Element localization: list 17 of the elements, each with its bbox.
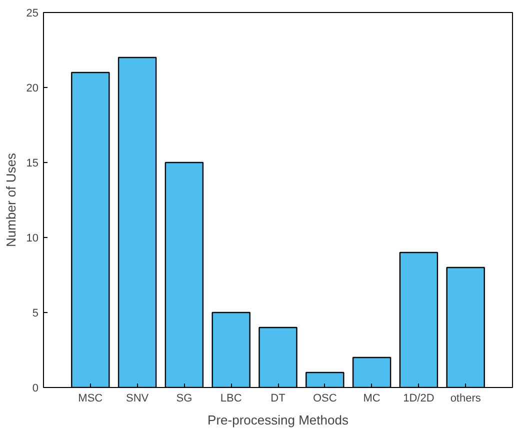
- x-tick-label: OSC: [312, 392, 337, 404]
- x-tick-label: others: [450, 392, 482, 404]
- x-tick-label: LBC: [220, 392, 242, 404]
- x-tick-label: 1D/2D: [403, 392, 434, 404]
- y-tick-label: 15: [26, 158, 39, 170]
- y-tick-label: 25: [26, 8, 39, 20]
- x-tick-label: MC: [363, 392, 380, 404]
- y-tick-label: 10: [26, 232, 39, 244]
- x-tick-label: MSC: [78, 392, 103, 404]
- x-tick-label: SNV: [126, 392, 150, 404]
- y-axis-title: Number of Uses: [3, 152, 18, 247]
- y-tick-label: 0: [32, 382, 39, 394]
- x-axis-title: Pre-processing Methods: [208, 412, 349, 428]
- y-tick-label: 5: [32, 308, 39, 320]
- x-tick-label: DT: [270, 392, 286, 404]
- y-tick-label: 20: [26, 82, 39, 94]
- x-tick-label: SG: [176, 392, 192, 404]
